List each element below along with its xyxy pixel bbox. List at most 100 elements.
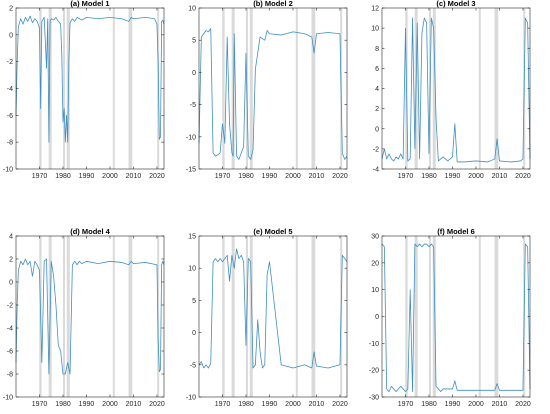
x-tick-label: 1980 [421,401,437,408]
recession-band [249,236,253,397]
recession-band [112,236,115,397]
series-line [381,17,531,163]
y-tick-label: 15 [188,234,196,241]
y-tick-label: -6 [7,349,13,356]
x-tick-label: 2020 [332,401,348,408]
series-line [198,248,348,369]
x-tick-label: 1970 [215,173,231,180]
recession-band [157,236,160,397]
y-tick-label: 0 [375,126,379,133]
x-tick-label: 2010 [126,173,142,180]
x-tick-label: 2000 [102,401,118,408]
x-tick-label: 2000 [102,173,118,180]
y-tick-label: 10 [188,266,196,273]
x-tick-label: 1970 [32,401,48,408]
y-tick-label: -4 [7,86,13,93]
recession-band [222,8,225,169]
x-tick-label: 2000 [285,173,301,180]
axes-frame [381,235,531,398]
y-tick-label: -6 [7,113,13,120]
y-tick-label: 2 [375,106,379,113]
y-tick-label: 0 [9,32,13,39]
x-tick-label: 1990 [445,401,461,408]
x-tick-label: 1990 [79,401,95,408]
x-tick-label: 2020 [332,173,348,180]
chart-panel-1: (a) Model 1 1970 1980 1990 2000 2010 2020 -10 -8… [3,0,165,180]
recession-band [62,236,65,397]
y-tick-label: -2 [373,146,379,153]
recession-band [48,8,52,169]
recession-band [311,8,316,169]
y-tick-label: -8 [7,372,13,379]
y-tick-label: -5 [190,102,196,109]
y-tick-label: 5 [192,298,196,305]
x-tick-label: 2020 [149,401,165,408]
y-tick-label: -15 [186,167,196,174]
y-tick-label: -10 [3,167,13,174]
y-tick-label: 0 [9,280,13,287]
recession-band [231,8,235,169]
x-tick-label: 1970 [215,401,231,408]
chart-panel-2: (b) Model 2 1970 1980 1990 2000 2010 2020 -15 -1… [186,0,348,180]
x-tick-label: 1980 [238,173,254,180]
y-tick-label: 0 [375,314,379,321]
recession-band [66,236,70,397]
x-tick-label: 1990 [79,173,95,180]
recession-band [231,236,235,397]
y-tick-label: -2 [7,303,13,310]
x-tick-label: 2010 [309,173,325,180]
axes-frame [198,235,348,398]
y-tick-label: -10 [3,395,13,402]
x-tick-label: 1980 [238,401,254,408]
recession-band [311,236,316,397]
panel-title: (a) Model 1 [70,0,109,8]
panel-title: (d) Model 4 [70,227,110,236]
y-tick-label: 10 [371,26,379,33]
x-tick-label: 2000 [468,401,484,408]
x-tick-label: 1970 [32,173,48,180]
recession-band [222,236,225,397]
y-tick-label: 20 [371,260,379,267]
y-tick-label: 2 [9,6,13,13]
recession-band [128,236,133,397]
chart-panel-3: (c) Model 3 1970 1980 1990 2000 2010 2020 -4 -2 0… [371,0,531,180]
y-tick-label: -10 [186,395,196,402]
y-tick-label: 8 [375,46,379,53]
x-tick-label: 1980 [421,173,437,180]
axes-frame [15,235,165,398]
x-tick-label: 2000 [468,173,484,180]
recession-band [62,8,65,169]
x-tick-label: 2020 [515,173,531,180]
panel-title: (f) Model 6 [437,227,475,236]
series-line [198,28,348,160]
recession-band [128,8,133,169]
y-tick-label: -4 [373,167,379,174]
y-tick-label: 4 [9,234,13,241]
y-tick-label: -2 [7,59,13,66]
y-tick-label: 5 [192,38,196,45]
recession-band [428,236,431,397]
y-tick-label: 12 [371,6,379,13]
y-tick-label: -4 [7,326,13,333]
axes-frame [198,7,348,170]
y-tick-label: -10 [186,134,196,141]
y-tick-label: -5 [190,362,196,369]
x-tick-label: 1990 [445,173,461,180]
x-tick-label: 2010 [126,401,142,408]
x-tick-label: 1970 [398,173,414,180]
y-tick-label: -8 [7,140,13,147]
recession-band [249,8,253,169]
x-tick-label: 2010 [309,401,325,408]
y-tick-label: 4 [375,86,379,93]
recession-band [414,236,418,397]
recession-band [112,8,115,169]
series-line [15,258,165,375]
x-tick-label: 2020 [515,401,531,408]
y-tick-label: 10 [188,6,196,13]
x-tick-label: 1970 [398,401,414,408]
recession-band [432,8,436,169]
y-tick-label: 30 [371,234,379,241]
x-tick-label: 2010 [492,401,508,408]
